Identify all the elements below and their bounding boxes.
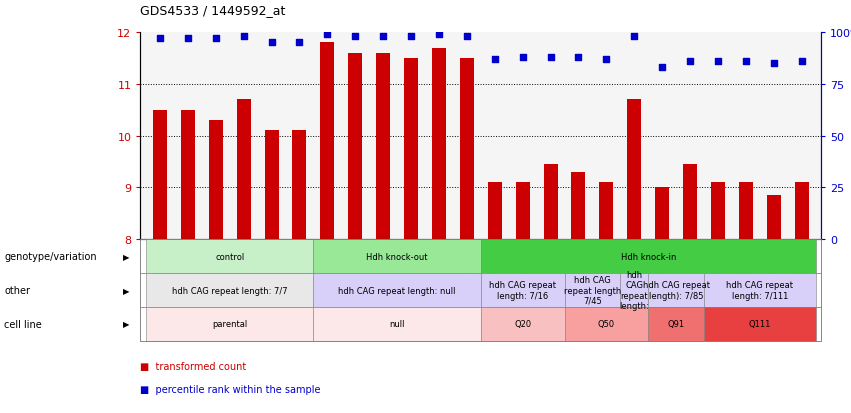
Point [655, 65, 669, 71]
Text: parental: parental [212, 320, 248, 329]
Point [265, 40, 278, 47]
Bar [432, 49, 446, 240]
Point [181, 36, 195, 43]
Bar [683, 165, 697, 240]
Text: Q91: Q91 [667, 320, 685, 329]
Point [600, 57, 614, 63]
Point [516, 55, 529, 61]
Point [795, 59, 808, 65]
Point [460, 34, 474, 40]
Text: hdh CAG repeat
length): 7/85: hdh CAG repeat length): 7/85 [643, 281, 710, 300]
Bar [404, 59, 418, 240]
Bar [572, 172, 585, 240]
Text: Q111: Q111 [749, 320, 771, 329]
Bar [320, 43, 334, 240]
Text: ■  percentile rank within the sample: ■ percentile rank within the sample [140, 384, 321, 394]
Bar [460, 59, 474, 240]
Point [767, 61, 780, 67]
Point [404, 34, 418, 40]
Point [293, 40, 306, 47]
Text: hdh CAG repeat length: null: hdh CAG repeat length: null [339, 286, 456, 295]
Bar [153, 111, 167, 240]
Bar [488, 183, 502, 240]
Bar [627, 100, 642, 240]
Bar [181, 111, 195, 240]
Text: hdh CAG repeat
length: 7/111: hdh CAG repeat length: 7/111 [727, 281, 793, 300]
Point [209, 36, 223, 43]
Text: ▶: ▶ [123, 286, 129, 295]
Bar [795, 183, 808, 240]
Bar [348, 54, 363, 240]
Bar [711, 183, 725, 240]
Text: Hdh knock-in: Hdh knock-in [620, 252, 676, 261]
Point [739, 59, 752, 65]
Bar [265, 131, 278, 240]
Point [683, 59, 697, 65]
Text: genotype/variation: genotype/variation [4, 252, 97, 261]
Point [237, 34, 250, 40]
Point [572, 55, 585, 61]
Text: Hdh knock-out: Hdh knock-out [367, 252, 428, 261]
Text: other: other [4, 285, 31, 295]
Text: hdh
CAG
repeat
length:: hdh CAG repeat length: [620, 270, 649, 311]
Point [153, 36, 167, 43]
Point [348, 34, 362, 40]
Point [627, 34, 641, 40]
Bar [516, 183, 529, 240]
Text: ■  transformed count: ■ transformed count [140, 361, 247, 371]
Bar [293, 131, 306, 240]
Bar [544, 165, 557, 240]
Bar [599, 183, 614, 240]
Text: null: null [390, 320, 405, 329]
Text: Q50: Q50 [597, 320, 615, 329]
Text: control: control [215, 252, 244, 261]
Bar [208, 121, 223, 240]
Text: cell line: cell line [4, 319, 42, 329]
Bar [376, 54, 390, 240]
Text: hdh CAG repeat
length: 7/16: hdh CAG repeat length: 7/16 [489, 281, 557, 300]
Text: ▶: ▶ [123, 320, 129, 329]
Point [711, 59, 725, 65]
Bar [655, 188, 669, 240]
Text: hdh CAG repeat length: 7/7: hdh CAG repeat length: 7/7 [172, 286, 288, 295]
Point [488, 57, 501, 63]
Bar [237, 100, 251, 240]
Point [321, 32, 334, 38]
Point [544, 55, 557, 61]
Point [376, 34, 390, 40]
Bar [767, 196, 780, 240]
Text: Q20: Q20 [514, 320, 531, 329]
Point [432, 32, 446, 38]
Text: ▶: ▶ [123, 252, 129, 261]
Text: GDS4533 / 1449592_at: GDS4533 / 1449592_at [140, 4, 286, 17]
Text: hdh CAG
repeat length
7/45: hdh CAG repeat length 7/45 [564, 275, 621, 305]
Bar [739, 183, 753, 240]
